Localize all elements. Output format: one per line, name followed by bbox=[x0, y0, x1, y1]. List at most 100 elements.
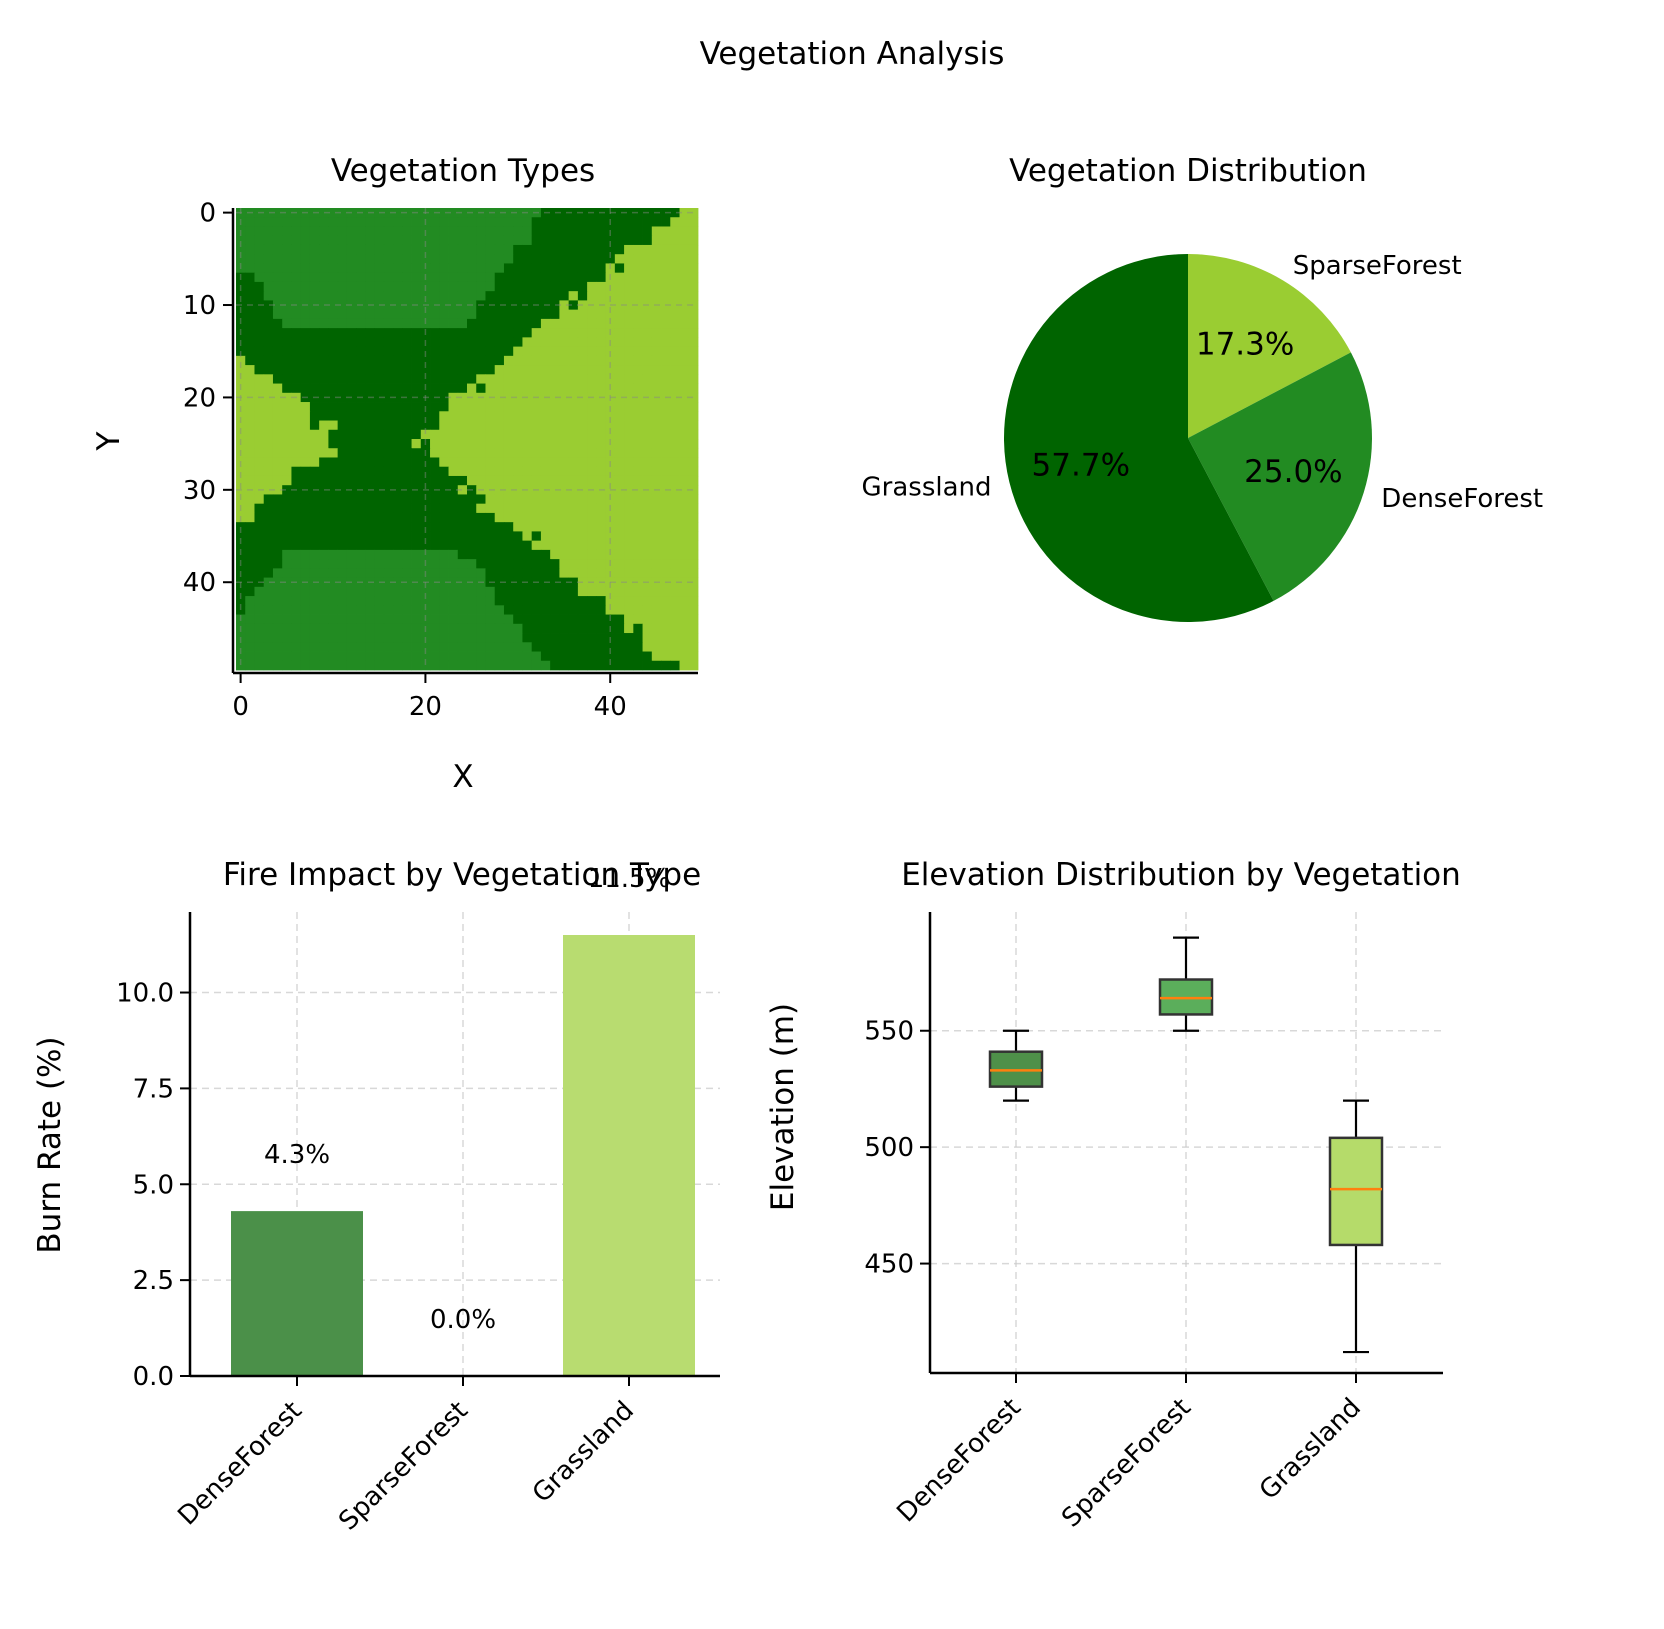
heatmap-cell bbox=[596, 457, 606, 468]
heatmap-cell bbox=[614, 254, 625, 264]
heatmap-cell bbox=[430, 328, 440, 338]
heatmap-cell bbox=[457, 623, 468, 634]
heatmap-cell bbox=[337, 531, 348, 542]
heatmap-cell bbox=[457, 208, 468, 218]
heatmap-cell bbox=[531, 235, 542, 246]
heatmap-cell bbox=[494, 263, 505, 274]
heatmap-cell bbox=[337, 660, 348, 671]
heatmap-cell bbox=[439, 466, 449, 477]
heatmap-cell bbox=[291, 586, 302, 597]
heatmap-cell bbox=[411, 217, 422, 227]
heatmap-cell bbox=[383, 226, 394, 237]
heatmap-cell bbox=[642, 226, 653, 237]
heatmap-cell bbox=[661, 328, 671, 338]
box-xtick-label: Grassland bbox=[1254, 1393, 1367, 1506]
heatmap-cell bbox=[587, 355, 597, 366]
heatmap-ytick-label: 0 bbox=[199, 199, 216, 229]
heatmap-cell bbox=[430, 244, 440, 255]
heatmap-cell bbox=[540, 596, 551, 606]
heatmap-cell bbox=[282, 642, 292, 652]
heatmap-cell bbox=[531, 291, 542, 301]
heatmap-cell bbox=[393, 512, 403, 523]
heatmap-cell bbox=[356, 429, 366, 440]
heatmap-cell bbox=[346, 374, 357, 384]
heatmap-cell bbox=[319, 337, 329, 347]
heatmap-cell bbox=[467, 402, 477, 412]
heatmap-cell bbox=[494, 309, 505, 320]
heatmap-cell bbox=[420, 448, 431, 458]
heatmap-cell bbox=[624, 457, 634, 468]
heatmap-cell bbox=[559, 448, 570, 458]
heatmap-cell bbox=[476, 263, 486, 274]
heatmap-cell bbox=[374, 642, 385, 652]
heatmap-cell bbox=[559, 281, 570, 292]
heatmap-cell bbox=[494, 226, 505, 237]
heatmap-cell bbox=[568, 263, 579, 274]
heatmap-cell bbox=[337, 337, 348, 347]
heatmap-cell bbox=[402, 318, 412, 329]
heatmap-cell bbox=[309, 420, 320, 431]
heatmap-cell bbox=[577, 596, 588, 606]
heatmap-cell bbox=[337, 420, 348, 431]
heatmap-cell bbox=[263, 623, 274, 634]
heatmap-cell bbox=[337, 365, 348, 375]
heatmap-cell bbox=[236, 586, 246, 597]
heatmap-cell bbox=[263, 300, 274, 311]
heatmap-cell bbox=[531, 623, 542, 634]
heatmap-cell bbox=[448, 309, 459, 320]
heatmap-cell bbox=[467, 272, 477, 283]
pie-value-label: 57.7% bbox=[1032, 447, 1130, 483]
heatmap-cell bbox=[393, 318, 403, 329]
heatmap-cell bbox=[513, 318, 523, 329]
heatmap-cell bbox=[577, 300, 588, 311]
heatmap-cell bbox=[309, 402, 320, 412]
heatmap-cell bbox=[559, 494, 570, 505]
heatmap-cell bbox=[642, 457, 653, 468]
heatmap-cell bbox=[513, 392, 523, 403]
heatmap-cell bbox=[559, 503, 570, 514]
heatmap-cell bbox=[476, 291, 486, 301]
heatmap-cell bbox=[485, 586, 496, 597]
heatmap-cell bbox=[661, 355, 671, 366]
heatmap-cell bbox=[365, 226, 375, 237]
heatmap-cell bbox=[494, 355, 505, 366]
heatmap-cell bbox=[300, 512, 311, 523]
heatmap-cell bbox=[531, 448, 542, 458]
heatmap-cell bbox=[476, 235, 486, 246]
heatmap-cell bbox=[605, 651, 616, 662]
heatmap-cell bbox=[670, 605, 680, 615]
heatmap-cell bbox=[540, 466, 551, 477]
heatmap-cell bbox=[467, 522, 477, 532]
heatmap-cell bbox=[328, 346, 339, 357]
heatmap-cell bbox=[272, 586, 283, 597]
heatmap-cell bbox=[633, 651, 643, 662]
heatmap-ylabel: Y bbox=[91, 431, 127, 451]
heatmap-cell bbox=[661, 475, 671, 486]
heatmap-cell bbox=[651, 300, 662, 311]
heatmap-cell bbox=[605, 512, 616, 523]
heatmap-cell bbox=[383, 540, 394, 551]
heatmap-cell bbox=[531, 217, 542, 227]
heatmap-cell bbox=[513, 374, 523, 384]
heatmap-cell bbox=[642, 346, 653, 357]
heatmap-cell bbox=[383, 392, 394, 403]
heatmap-cell bbox=[282, 549, 292, 560]
heatmap-cell bbox=[254, 402, 265, 412]
heatmap-cell bbox=[300, 291, 311, 301]
heatmap-cell bbox=[540, 448, 551, 458]
heatmap-cell bbox=[300, 586, 311, 597]
heatmap-cell bbox=[494, 605, 505, 615]
heatmap-cell bbox=[365, 522, 375, 532]
heatmap-cell bbox=[411, 411, 422, 421]
heatmap-cell bbox=[439, 411, 449, 421]
heatmap-cell bbox=[559, 337, 570, 347]
heatmap-cell bbox=[624, 217, 634, 227]
heatmap-cell bbox=[420, 254, 431, 264]
heatmap-cell bbox=[476, 365, 486, 375]
heatmap-cell bbox=[624, 226, 634, 237]
heatmap-cell bbox=[513, 485, 523, 495]
box-marks bbox=[988, 936, 1384, 1354]
heatmap-cell bbox=[282, 217, 292, 227]
heatmap-cell bbox=[393, 596, 403, 606]
heatmap-cell bbox=[346, 291, 357, 301]
